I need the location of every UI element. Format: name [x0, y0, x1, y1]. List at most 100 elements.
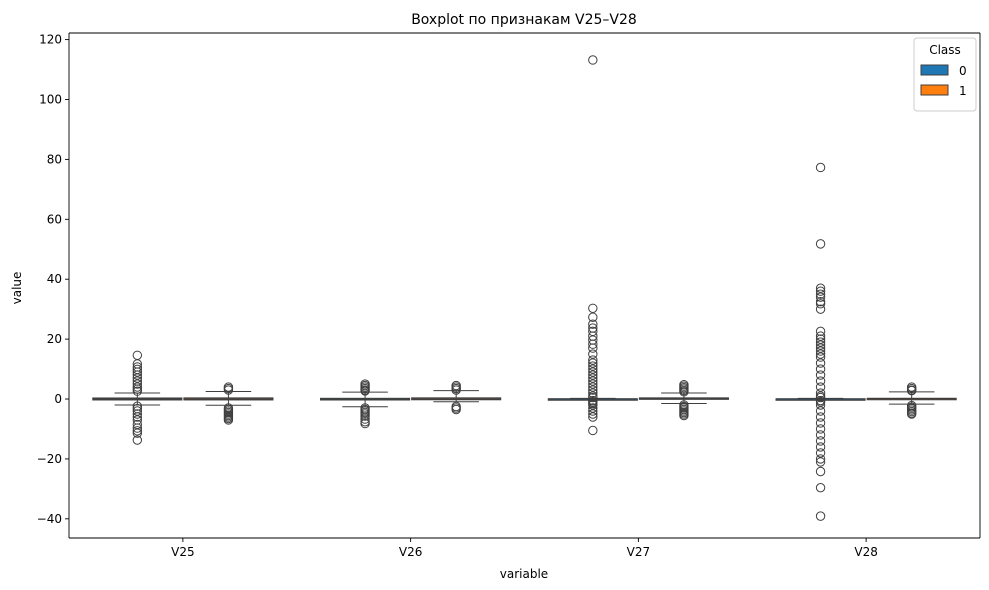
- outlier-point: [815, 326, 826, 337]
- outlier-point: [588, 312, 598, 322]
- outlier-point: [588, 339, 598, 349]
- outlier-point: [588, 379, 598, 389]
- outlier-point: [132, 423, 143, 433]
- outlier-point: [588, 355, 598, 365]
- outlier-point: [815, 418, 826, 428]
- outlier-point: [588, 425, 598, 436]
- y-tick-label: 100: [39, 92, 62, 106]
- legend: Class 0 1: [913, 37, 977, 112]
- outlier-point: [451, 385, 461, 395]
- chart-title: Boxplot по признакам V25–V28: [411, 12, 637, 28]
- outlier-point: [815, 346, 826, 356]
- legend-label-class-0: 0: [959, 64, 967, 78]
- outlier-point: [815, 286, 826, 296]
- outlier-point: [132, 412, 143, 422]
- outlier-point: [815, 352, 826, 362]
- x-axis-label: variable: [500, 567, 548, 581]
- outlier-point: [588, 364, 598, 374]
- outlier-point: [360, 386, 370, 396]
- outlier-point: [679, 387, 689, 397]
- legend-label-class-1: 1: [959, 84, 967, 98]
- outlier-point: [132, 370, 143, 380]
- outlier-point: [132, 426, 143, 436]
- outlier-point: [815, 340, 826, 350]
- outlier-point: [815, 457, 826, 467]
- outlier-point: [815, 397, 826, 407]
- outlier-point: [588, 400, 598, 410]
- y-tick-label: −20: [37, 452, 62, 466]
- outlier-point: [451, 404, 461, 415]
- y-tick-label: 120: [39, 33, 62, 47]
- outlier-point: [815, 283, 826, 293]
- outlier-point: [132, 386, 143, 396]
- outlier-point: [132, 373, 143, 383]
- outlier-point: [815, 454, 826, 464]
- x-tick-label: V26: [399, 545, 422, 559]
- outlier-point: [588, 376, 598, 386]
- outlier-point: [815, 442, 826, 452]
- outlier-point: [588, 385, 598, 395]
- outlier-point: [815, 343, 826, 353]
- outlier-point: [906, 409, 917, 419]
- outlier-point: [815, 400, 826, 410]
- outlier-point: [588, 388, 598, 398]
- outlier-point: [588, 412, 598, 422]
- outlier-point: [588, 349, 598, 359]
- outlier-point: [223, 415, 234, 425]
- outlier-point: [588, 319, 598, 329]
- outlier-point: [588, 343, 598, 353]
- outlier-point: [815, 511, 826, 521]
- outlier-point: [360, 414, 370, 424]
- outlier-point: [132, 379, 143, 389]
- outlier-point: [588, 361, 598, 371]
- outlier-point: [588, 367, 598, 377]
- outlier-point: [588, 406, 598, 416]
- outlier-point: [815, 370, 826, 380]
- outlier-point: [815, 482, 826, 493]
- y-tick-label: 20: [47, 332, 62, 346]
- plot-area: −40 −20 0 20 40 60 80 100 120 V25 V26 V27 V28: [37, 32, 981, 559]
- outlier-point: [815, 349, 826, 359]
- legend-title: Class: [929, 43, 961, 57]
- outlier-point: [815, 448, 826, 458]
- outlier-point: [815, 331, 826, 341]
- outlier-point: [588, 358, 598, 368]
- outlier-point: [815, 376, 826, 386]
- outlier-point: [815, 430, 826, 440]
- x-tick-label: V28: [854, 545, 877, 559]
- outlier-point: [815, 436, 826, 446]
- legend-swatch-class-1: [920, 84, 949, 96]
- outlier-point: [815, 466, 826, 477]
- outlier-point: [815, 299, 826, 309]
- outlier-point: [223, 385, 234, 395]
- outlier-point: [132, 428, 143, 438]
- outlier-point: [815, 358, 826, 368]
- outlier-point: [132, 435, 143, 445]
- outlier-point: [588, 409, 598, 419]
- y-tick-label: −40: [37, 512, 62, 526]
- outlier-point: [132, 401, 143, 411]
- outlier-point: [815, 382, 826, 392]
- outlier-point: [815, 292, 826, 302]
- legend-swatch-class-0: [920, 64, 949, 76]
- outlier-point: [815, 388, 826, 398]
- outlier-point: [132, 406, 143, 416]
- outlier-point: [815, 337, 826, 347]
- outlier-point: [588, 55, 598, 65]
- outlier-point: [132, 367, 143, 377]
- outlier-point: [815, 364, 826, 374]
- outlier-point: [588, 392, 598, 403]
- y-tick-label: 0: [54, 392, 62, 406]
- x-tick-label: V27: [627, 545, 650, 559]
- outlier-point: [815, 424, 826, 434]
- outlier-point: [815, 392, 826, 403]
- outlier-point: [815, 412, 826, 422]
- outlier-point: [815, 289, 826, 299]
- outlier-point: [679, 410, 689, 421]
- outlier-point: [588, 403, 598, 413]
- outlier-point: [815, 162, 826, 173]
- outlier-point: [588, 382, 598, 392]
- outlier-point: [815, 239, 826, 249]
